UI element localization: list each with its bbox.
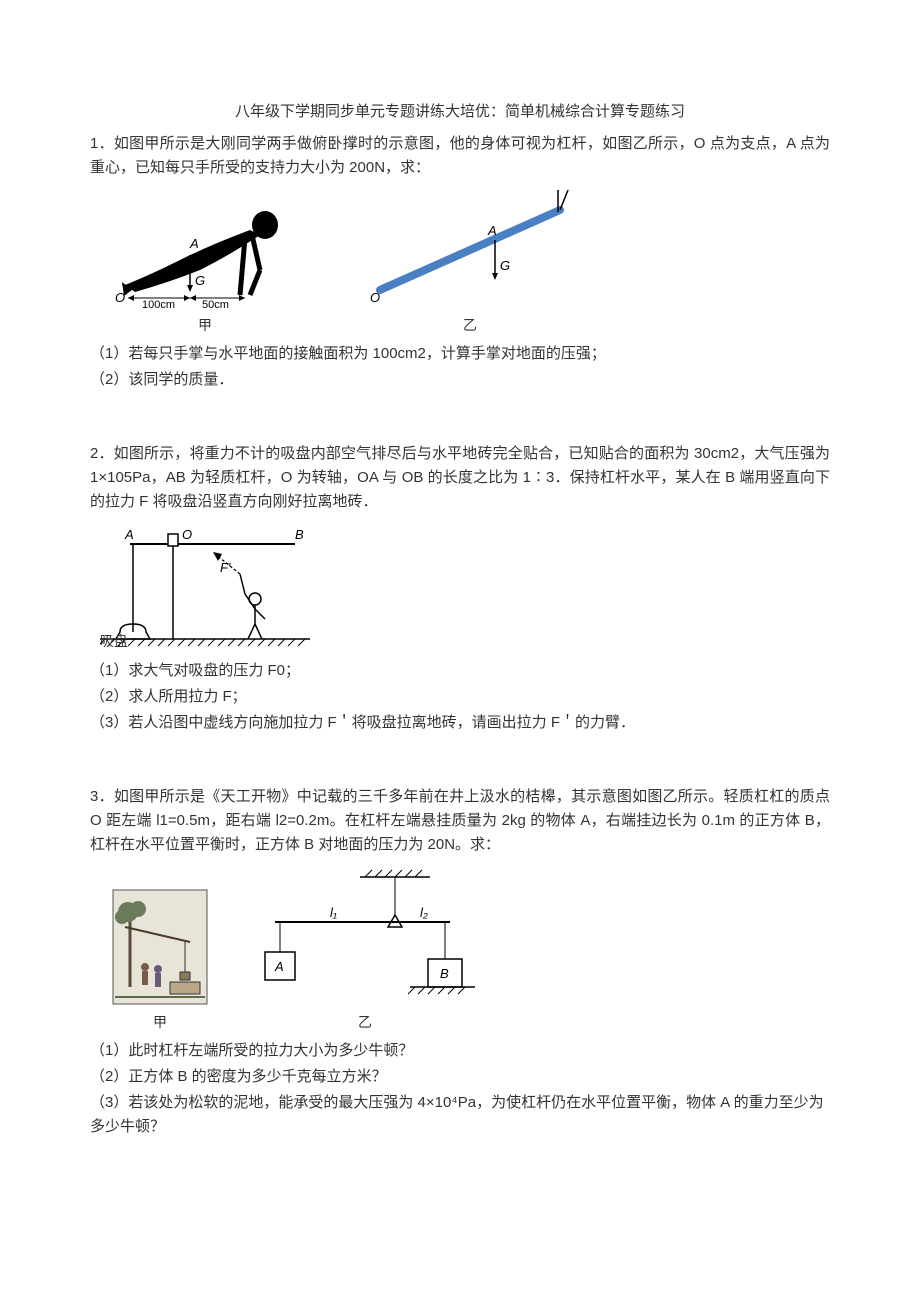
p1-q2: （2）该同学的质量． xyxy=(90,368,830,392)
problem-2-text: 2．如图所示，将重力不计的吸盘内部空气排尽后与水平地砖完全贴合，已知贴合的面积为… xyxy=(90,442,830,514)
p2-q3: （3）若人沿图中虚线方向施加拉力 F＇将吸盘拉离地砖，请画出拉力 F＇的力臂． xyxy=(90,711,830,735)
p1-fig2-F: F xyxy=(563,190,572,191)
problem-1: 1．如图甲所示是大刚同学两手做俯卧撑时的示意图，他的身体可视为杠杆，如图乙所示，… xyxy=(90,132,830,392)
p3-fig2-label: 乙 xyxy=(358,1011,372,1033)
p1-fig2-O: O xyxy=(370,290,380,305)
problem-3-text: 3．如图甲所示是《天工开物》中记载的三千多年前在井上汲水的桔槔，其示意图如图乙所… xyxy=(90,785,830,857)
p1-fig1-G: G xyxy=(195,273,205,288)
p1-fig1-O: O xyxy=(115,290,125,305)
p3-q2: （2）正方体 B 的密度为多少千克每立方米？ xyxy=(90,1065,830,1089)
p1-fig2-label: 乙 xyxy=(463,314,477,336)
p2-fig-suction-label: 吸盘 xyxy=(100,630,830,652)
p2-q1: （1）求大气对吸盘的压力 F0； xyxy=(90,659,830,683)
p3-fig2-l2: l₂ xyxy=(420,905,428,920)
p1-fig1-label: 甲 xyxy=(198,314,212,336)
p2-fig-F: F′ xyxy=(220,560,231,575)
p3-q3: （3）若该处为松软的泥地，能承受的最大压强为 4×10⁴Pa，为使杠杆仍在水平位… xyxy=(90,1091,830,1139)
problem-3-figure-2: l₁ l₂ A B xyxy=(250,867,480,1007)
problem-3-figure-1 xyxy=(110,887,210,1007)
p2-fig-O: O xyxy=(182,527,192,542)
problem-1-figure-1: A G O 100cm 50cm xyxy=(110,200,300,310)
page-title: 八年级下学期同步单元专题讲练大培优：简单机械综合计算专题练习 xyxy=(90,100,830,124)
problem-1-figure-2: O A G F xyxy=(360,190,580,310)
p1-fig2-G: G xyxy=(500,258,510,273)
p1-fig1-A: A xyxy=(189,236,199,251)
p3-fig2-l1: l₁ xyxy=(330,905,337,920)
p2-fig-A: A xyxy=(124,527,134,542)
p1-q1: （1）若每只手掌与水平地面的接触面积为 100cm2，计算手掌对地面的压强； xyxy=(90,342,830,366)
p3-fig2-B: B xyxy=(440,966,449,981)
p3-fig2-A: A xyxy=(274,959,284,974)
p3-q1: （1）此时杠杆左端所受的拉力大小为多少牛顿？ xyxy=(90,1039,830,1063)
problem-3: 3．如图甲所示是《天工开物》中记载的三千多年前在井上汲水的桔槔，其示意图如图乙所… xyxy=(90,785,830,1139)
p2-fig-B: B xyxy=(295,527,304,542)
p1-fig2-A: A xyxy=(487,223,497,238)
problem-2: 2．如图所示，将重力不计的吸盘内部空气排尽后与水平地砖完全贴合，已知贴合的面积为… xyxy=(90,442,830,734)
problem-1-text: 1．如图甲所示是大刚同学两手做俯卧撑时的示意图，他的身体可视为杠杆，如图乙所示，… xyxy=(90,132,830,180)
p3-fig1-label: 甲 xyxy=(153,1011,167,1033)
p1-fig1-d1: 100cm xyxy=(142,299,175,310)
p1-fig1-d2: 50cm xyxy=(202,299,229,310)
p2-q2: （2）求人所用拉力 F； xyxy=(90,685,830,709)
